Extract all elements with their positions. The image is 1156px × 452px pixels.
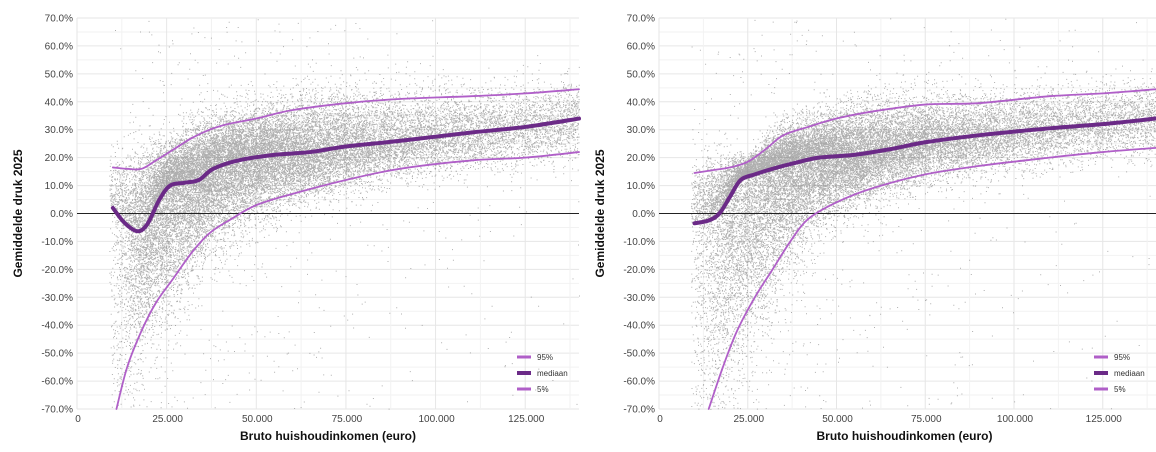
y-tick-label: 70.0% [627,14,655,25]
x-tick-label: 125.000 [1086,414,1123,425]
series-line-5 [115,151,580,410]
x-axis-title: Bruto huishoudinkomen (euro) [240,429,416,443]
y-tick-label: 20.0% [627,153,655,164]
y-tick-label: -70.0% [623,405,655,416]
legend-label: 5% [537,385,549,394]
y-tick-label: -60.0% [623,377,655,388]
y-axis-title: Gemiddelde druk 2025 [593,149,607,277]
y-tick-label: -30.0% [623,293,655,304]
y-tick-label: 70.0% [45,14,73,25]
y-tick-label: -20.0% [41,265,73,276]
legend-label: 95% [537,353,553,362]
y-tick-label: 40.0% [45,97,73,108]
scatter-points [109,19,581,410]
x-tick-label: 25.000 [733,414,764,425]
y-tick-label: 50.0% [627,69,655,80]
y-tick-label: -50.0% [41,349,73,360]
y-tick-label: 10.0% [627,181,655,192]
y-tick-label: 30.0% [627,125,655,136]
legend: 95% mediaan 5% [1094,353,1145,394]
x-tick-label: 75.000 [332,414,363,425]
x-tick-label: 125.000 [508,414,545,425]
y-tick-label: -10.0% [41,237,73,248]
y-tick-label: -40.0% [41,321,73,332]
series-line-95 [111,88,580,171]
legend-label: 95% [1114,353,1130,362]
x-tick-label: 100.000 [418,414,455,425]
y-tick-label: -70.0% [41,405,73,416]
x-tick-label: 25.000 [152,414,183,425]
x-axis-title: Bruto huishoudinkomen (euro) [817,429,993,443]
y-tick-label: -10.0% [623,237,655,248]
y-tick-label: 10.0% [45,181,73,192]
y-tick-label: 30.0% [45,125,73,136]
legend-label: 5% [1114,385,1126,394]
x-tick-label: 0 [657,414,663,425]
series-line-mediaan [692,116,1156,226]
legend-label: mediaan [1114,369,1145,378]
y-tick-label: 0.0% [632,209,655,220]
x-tick-label: 100.000 [997,414,1034,425]
y-tick-label: 0.0% [50,209,73,220]
y-tick-label: -20.0% [623,265,655,276]
y-tick-label: 50.0% [45,69,73,80]
y-tick-label: -30.0% [41,293,73,304]
legend-label: mediaan [537,369,568,378]
chart-panel-2: 70.0% 60.0% 50.0% 40.0% 30.0% 20.0% 10.0% 0.0% -… [593,14,1156,443]
y-tick-label: -40.0% [623,321,655,332]
y-tick-label: 40.0% [627,97,655,108]
y-tick-label: -50.0% [623,349,655,360]
x-tick-label: 75.000 [911,414,942,425]
chart-panel-1: 70.0% 60.0% 50.0% 40.0% 30.0% 20.0% 10.0% 0.0% -… [11,14,581,443]
y-tick-label: 60.0% [627,41,655,52]
x-tick-label: 50.000 [822,414,853,425]
x-tick-label: 50.000 [242,414,273,425]
series-line-5 [707,146,1156,410]
series-line-mediaan [110,116,581,234]
legend: 95% mediaan 5% [517,353,568,394]
y-tick-label: 20.0% [45,153,73,164]
y-tick-label: -60.0% [41,377,73,388]
y-axis-title: Gemiddelde druk 2025 [11,149,25,277]
x-tick-label: 0 [75,414,81,425]
series-line-95 [693,88,1156,174]
y-tick-label: 60.0% [45,41,73,52]
